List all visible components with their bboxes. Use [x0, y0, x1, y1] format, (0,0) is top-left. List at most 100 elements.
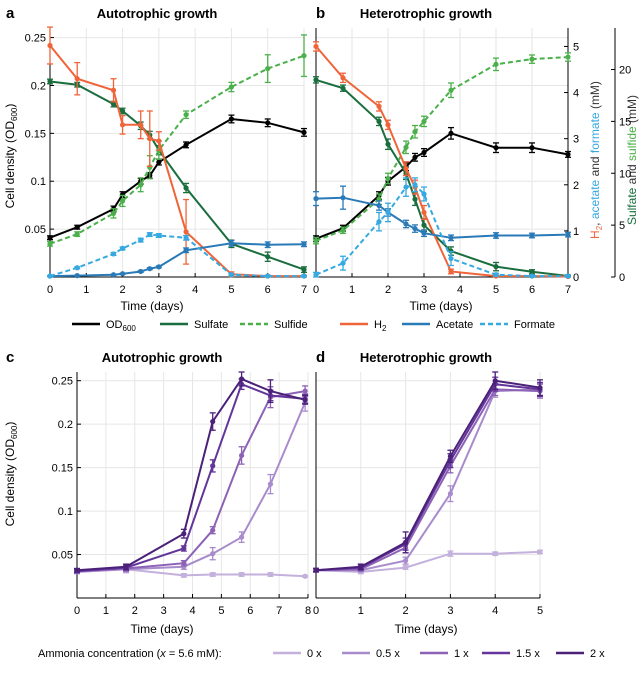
y-tick-label-a-1: 0.1	[31, 176, 46, 188]
series-line-d-1	[316, 388, 541, 572]
x-tick-label-d-1: 1	[358, 605, 364, 617]
ylabel-right-outer: Sulfate and sulfide (mM)	[625, 95, 639, 225]
data-point-c-3-3	[210, 463, 216, 469]
data-point-b-2-6	[421, 118, 427, 124]
panel-labels: a b c d Autotrophic growth Heterotrophic…	[3, 5, 639, 636]
axes-c: 0 1 2 3 4 5 6 7 8 0.05 0.1 0.15 0.2 0.25	[52, 372, 311, 617]
series-line-a-4	[49, 242, 305, 278]
title-a: Autotrophic growth	[97, 6, 218, 21]
axes-a: 0 1 2 3 4 5 6 7 0.05 0.1 0.15 0.2 0.25	[25, 28, 307, 296]
o-tick-label-0: 0	[619, 272, 625, 284]
xlabel-c: Time (days)	[131, 622, 194, 636]
data-point-a-5-9	[265, 273, 271, 279]
data-point-b-5-3	[385, 209, 391, 216]
legend-top-label-3: H2	[374, 319, 387, 333]
data-point-a-0-7	[183, 142, 189, 148]
data-point-a-3-7	[183, 229, 189, 235]
data-point-b-5-1	[340, 260, 346, 266]
data-point-d-0-5	[537, 549, 543, 555]
title-b: Heterotrophic growth	[360, 6, 492, 21]
chart-d: 0 1 2 3 4 5	[313, 371, 543, 617]
r-tick-label-0: 0	[573, 272, 579, 284]
data-point-a-4-5	[147, 266, 153, 272]
x-tick-label-a-0: 0	[47, 284, 53, 296]
x-tick-label-d-4: 4	[492, 605, 498, 617]
data-point-b-2-9	[529, 56, 535, 62]
data-point-a-3-3	[119, 122, 126, 128]
data-point-b-0-7	[448, 130, 454, 136]
plot-layer: 0 1 2 3 4 5 6 70.050.10.150.20.250 1 2 3 4 5 6 7012345…	[25, 26, 631, 617]
data-point-a-2-4	[138, 182, 144, 188]
r-tick-label-1: 1	[573, 226, 579, 238]
gridlines-d	[315, 372, 541, 598]
data-point-b-5-0	[313, 272, 319, 278]
legend-top: OD600 Sulfate Sulfide H2 Acetate Formate	[72, 319, 555, 333]
x-tick-label-a-4: 4	[192, 284, 198, 296]
data-point-a-2-2	[110, 210, 117, 216]
data-point-d-4-4	[492, 378, 498, 384]
data-point-b-1-9	[529, 269, 535, 275]
data-point-a-0-6	[156, 159, 162, 165]
x-tick-label-a-6: 6	[265, 284, 271, 296]
data-point-a-3-0	[47, 42, 53, 49]
series-line-b-5	[315, 183, 568, 278]
gridlines-a	[49, 28, 305, 277]
data-point-b-2-0	[313, 238, 319, 244]
data-point-c-2-2	[181, 560, 187, 566]
data-point-a-2-8	[228, 84, 235, 90]
data-point-d-4-1	[358, 564, 364, 570]
data-point-a-4-6	[156, 264, 162, 270]
data-point-b-3-1	[340, 75, 346, 81]
x-tick-label-a-3: 3	[156, 284, 162, 296]
series-b-formate	[313, 177, 571, 279]
data-point-b-0-10	[565, 151, 571, 158]
data-point-c-0-2	[181, 572, 187, 579]
data-point-b-1-0	[313, 77, 319, 83]
legend-top-label-0: OD600	[106, 319, 136, 333]
data-point-c-0-3	[210, 571, 216, 578]
r-tick-label-2: 2	[573, 180, 579, 192]
series-d-2-x	[313, 371, 543, 573]
data-point-b-5-4	[403, 184, 409, 190]
data-point-d-0-3	[447, 551, 453, 557]
data-point-a-2-0	[47, 241, 53, 247]
data-point-b-2-10	[565, 54, 571, 60]
y-tick-label-c-2: 0.15	[52, 463, 73, 475]
y-tick-label-c-3: 0.2	[58, 419, 73, 431]
data-point-b-3-0	[313, 43, 319, 50]
data-point-c-2-4	[238, 452, 245, 459]
x-tick-label-b-3: 3	[421, 284, 427, 296]
data-point-c-1-4	[238, 534, 245, 540]
data-point-b-4-6	[421, 230, 427, 236]
data-point-d-0-2	[403, 564, 409, 571]
data-point-a-4-3	[119, 271, 126, 277]
data-point-b-3-3	[385, 122, 391, 128]
chart-a: 0 1 2 3 4 5 6 7 0.05 0.1 0.15 0.2 0.25	[25, 26, 307, 296]
o-tick-label-1: 5	[619, 220, 625, 232]
data-point-b-4-8	[493, 232, 499, 239]
legend-bottom-label-1: 0.5 x	[376, 648, 400, 660]
data-point-b-4-1	[340, 195, 346, 201]
data-point-c-4-6	[302, 397, 308, 403]
data-point-a-5-5	[147, 231, 153, 238]
data-point-b-3-4	[403, 166, 409, 172]
data-point-a-3-4	[138, 122, 144, 128]
data-point-c-4-4	[238, 376, 245, 382]
data-point-c-3-2	[181, 545, 187, 552]
data-point-a-3-5	[147, 136, 153, 142]
y-tick-label-c-4: 0.25	[52, 376, 73, 388]
data-point-a-2-3	[119, 198, 126, 204]
data-point-d-4-0	[313, 567, 319, 573]
data-point-b-5-5	[412, 182, 418, 188]
data-point-d-0-4	[492, 551, 498, 557]
series-d-0-5-x	[313, 382, 543, 573]
legend-bottom-label-4: 2 x	[590, 648, 605, 660]
data-point-c-0-5	[267, 571, 274, 578]
data-point-c-4-5	[267, 388, 274, 394]
data-point-c-4-2	[181, 531, 187, 537]
x-tick-label-c-8: 8	[305, 605, 311, 617]
data-point-c-2-6	[302, 388, 308, 394]
data-point-a-0-0	[47, 235, 53, 241]
legend-top-label-1: Sulfate	[194, 319, 228, 331]
